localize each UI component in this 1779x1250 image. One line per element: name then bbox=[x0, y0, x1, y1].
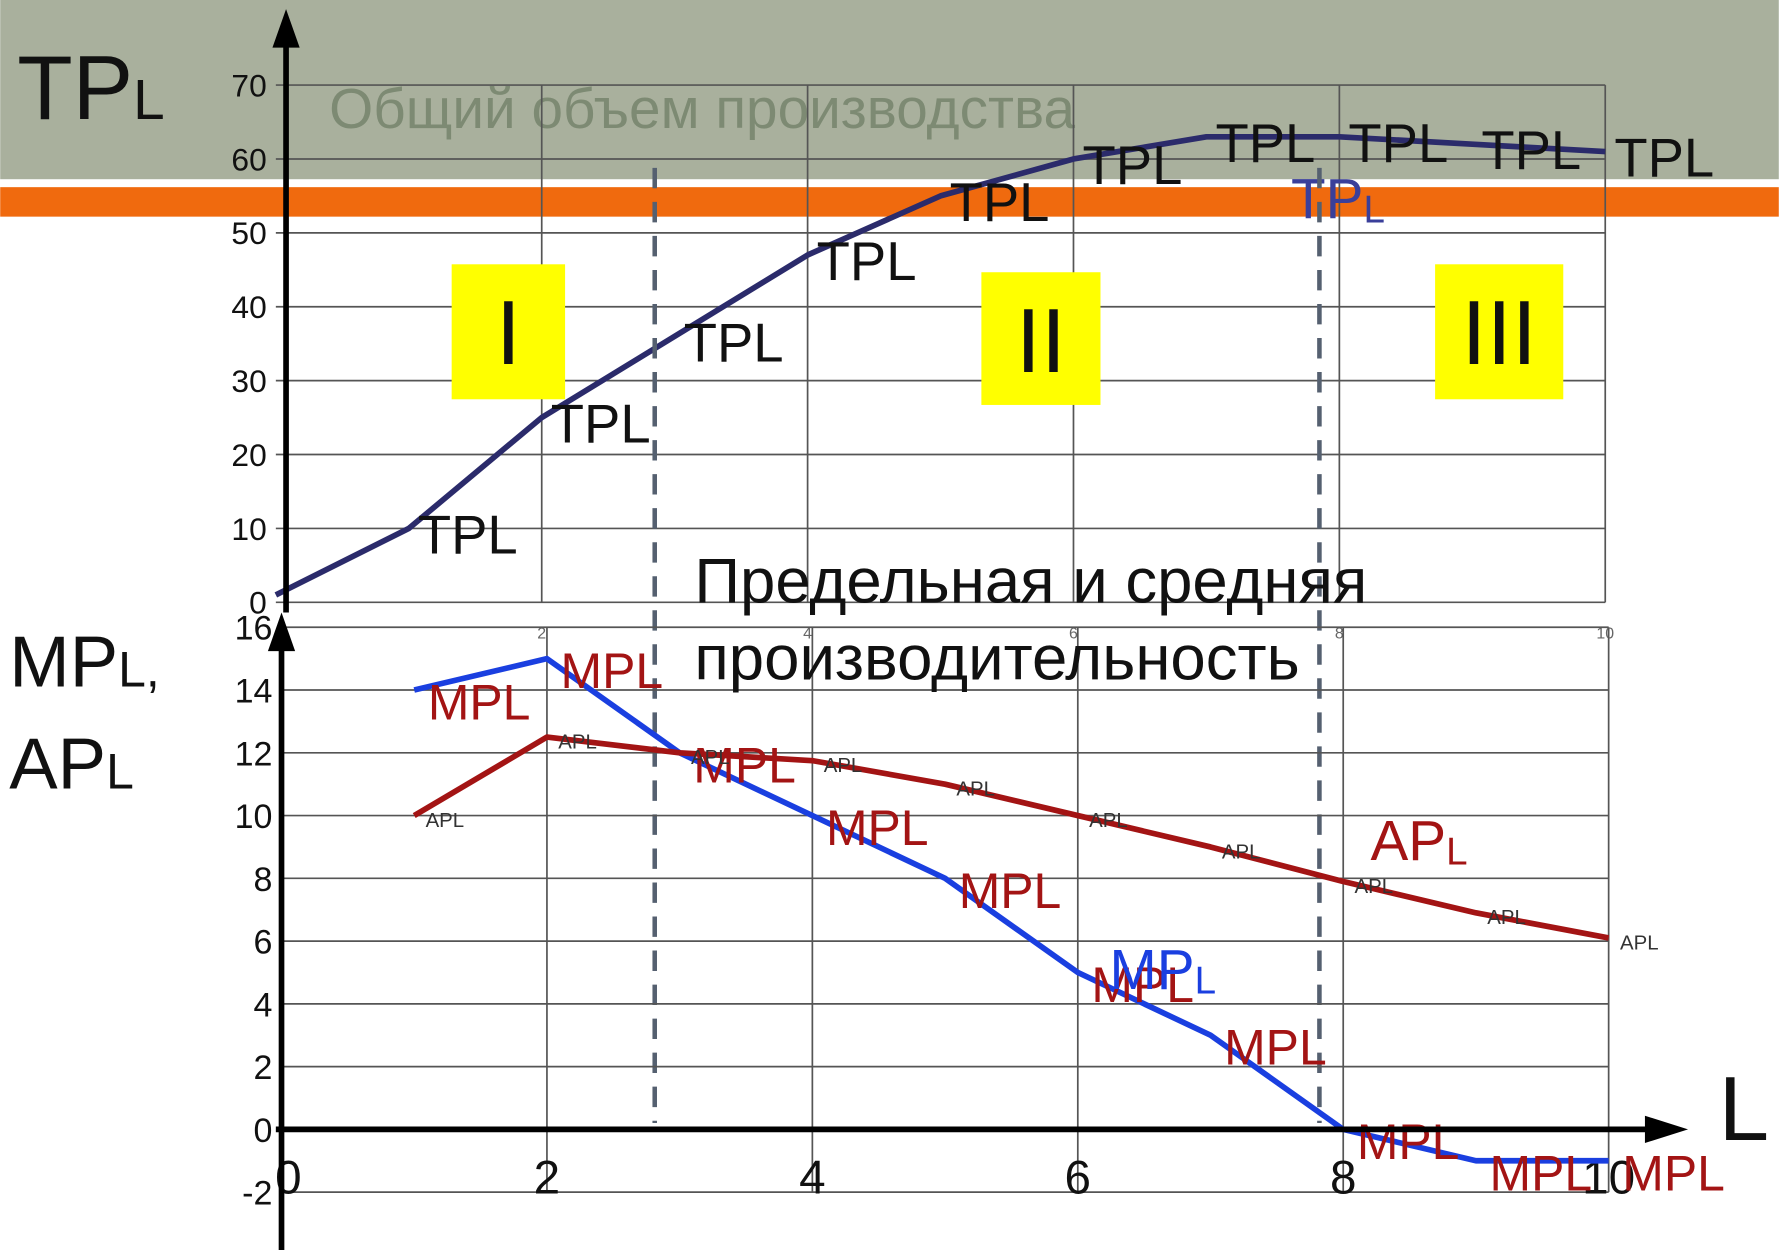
curve-label-part: L bbox=[1364, 188, 1385, 231]
x-axis-arrow bbox=[1644, 1115, 1689, 1143]
x-tick-label: 2 bbox=[537, 626, 546, 643]
curve-label: MPL bbox=[1110, 939, 1217, 1003]
chart-title-box: Предельная и средняя производительность bbox=[694, 544, 1368, 694]
point-label: MPL bbox=[1357, 1114, 1460, 1170]
y-tick-label: 70 bbox=[231, 67, 266, 103]
y-tick-label: 16 bbox=[235, 610, 273, 648]
point-label: APL bbox=[1487, 907, 1526, 929]
x-tick-label: 4 bbox=[803, 626, 812, 643]
y-axis-label: APL bbox=[9, 723, 134, 804]
y-axis-label-part: MP bbox=[9, 621, 118, 702]
point-label: MPL bbox=[1622, 1145, 1725, 1201]
y-axis-arrow bbox=[267, 612, 296, 652]
series-line bbox=[413, 655, 1609, 1164]
y-axis-label-part: L bbox=[133, 69, 165, 132]
x-tick-label: 8 bbox=[1330, 1151, 1357, 1204]
y-tick-label: -2 bbox=[242, 1175, 272, 1213]
stage-label: I bbox=[496, 283, 521, 384]
point-label: TPL bbox=[1348, 113, 1448, 174]
y-tick-label: 6 bbox=[254, 924, 273, 962]
point-label: TPL bbox=[1614, 128, 1714, 189]
y-tick-label: 40 bbox=[231, 289, 266, 325]
y-axis-label-part: L bbox=[106, 743, 134, 799]
y-tick-label: 50 bbox=[231, 215, 266, 251]
y-tick-label: 0 bbox=[254, 1112, 273, 1150]
point-label: APL bbox=[1620, 932, 1659, 954]
curve-label-part: TP bbox=[1291, 168, 1363, 231]
curve-label: APL bbox=[1370, 810, 1467, 874]
curve-label-part: L bbox=[1446, 830, 1467, 873]
y-tick-label: 30 bbox=[231, 363, 266, 399]
point-label: MPL bbox=[1091, 957, 1194, 1013]
x-tick-label: 4 bbox=[799, 1151, 826, 1204]
x-axis-label: L bbox=[1719, 1059, 1769, 1160]
point-label: TPL bbox=[1215, 113, 1315, 174]
y-tick-label: 2 bbox=[254, 1049, 273, 1087]
point-label: MPL bbox=[693, 737, 796, 793]
y-axis-label: MPL, bbox=[9, 621, 159, 702]
orange-stripe bbox=[0, 187, 1779, 217]
point-label: TPL bbox=[684, 312, 784, 373]
point-label: APL bbox=[1355, 876, 1394, 898]
x-tick-label: 2 bbox=[534, 1151, 561, 1204]
point-label: APL bbox=[824, 755, 863, 777]
point-label: MPL bbox=[1224, 1020, 1327, 1076]
curve-label-part: MP bbox=[1110, 939, 1195, 1002]
point-label: APL bbox=[558, 731, 597, 753]
y-axis-label-part: TP bbox=[17, 38, 133, 139]
y-tick-label: 12 bbox=[235, 735, 273, 773]
point-label: MPL bbox=[428, 675, 531, 731]
y-tick-label: 10 bbox=[231, 511, 266, 547]
curve-label: TPL bbox=[1291, 168, 1385, 232]
y-tick-label: 20 bbox=[231, 437, 266, 473]
series-line bbox=[274, 133, 1606, 598]
curve-label-part: AP bbox=[1370, 810, 1446, 873]
header-title: Общий объем производства bbox=[329, 78, 1075, 141]
stage-box bbox=[1435, 264, 1564, 400]
point-label: TPL bbox=[551, 394, 651, 455]
point-label: TPL bbox=[1083, 135, 1183, 196]
y-tick-label: 60 bbox=[231, 141, 266, 177]
y-axis-label: TPL bbox=[17, 38, 165, 139]
x-tick-label: 8 bbox=[1335, 626, 1344, 643]
point-label: APL bbox=[691, 747, 730, 769]
x-tick-label: 10 bbox=[1596, 626, 1614, 643]
header-band bbox=[0, 0, 1779, 180]
y-tick-label: 14 bbox=[235, 673, 273, 711]
point-label: MPL bbox=[561, 643, 664, 699]
y-tick-label: 10 bbox=[235, 798, 273, 836]
point-label: APL bbox=[1222, 841, 1261, 863]
y-axis-arrow bbox=[272, 9, 300, 48]
y-tick-label: 0 bbox=[249, 585, 267, 621]
series-line bbox=[412, 734, 1610, 941]
stage-label: III bbox=[1461, 283, 1537, 384]
point-label: TPL bbox=[418, 504, 518, 565]
point-label: TPL bbox=[817, 231, 917, 292]
point-label: TPL bbox=[950, 172, 1050, 233]
stage-label: II bbox=[1016, 291, 1066, 392]
curve-label-part: L bbox=[1195, 960, 1216, 1003]
point-label: APL bbox=[426, 810, 465, 832]
y-axis-label-part: AP bbox=[9, 723, 106, 804]
y-axis-label-part: L bbox=[118, 641, 146, 697]
point-label: MPL bbox=[959, 863, 1062, 919]
stage-box bbox=[451, 264, 566, 400]
point-label: TPL bbox=[1481, 120, 1581, 181]
x-tick-label: 6 bbox=[1065, 1151, 1092, 1204]
stage-box bbox=[981, 272, 1101, 405]
y-axis-label-part: , bbox=[146, 641, 160, 697]
point-label: MPL bbox=[826, 800, 929, 856]
y-tick-label: 8 bbox=[254, 861, 273, 899]
chart-title: Предельная и средняя производительность bbox=[694, 544, 1368, 694]
x-tick-label: 6 bbox=[1069, 626, 1078, 643]
y-tick-label: 4 bbox=[254, 986, 273, 1024]
point-label: APL bbox=[1089, 810, 1128, 832]
point-label: MPL bbox=[1490, 1145, 1593, 1201]
point-label: APL bbox=[956, 779, 995, 801]
